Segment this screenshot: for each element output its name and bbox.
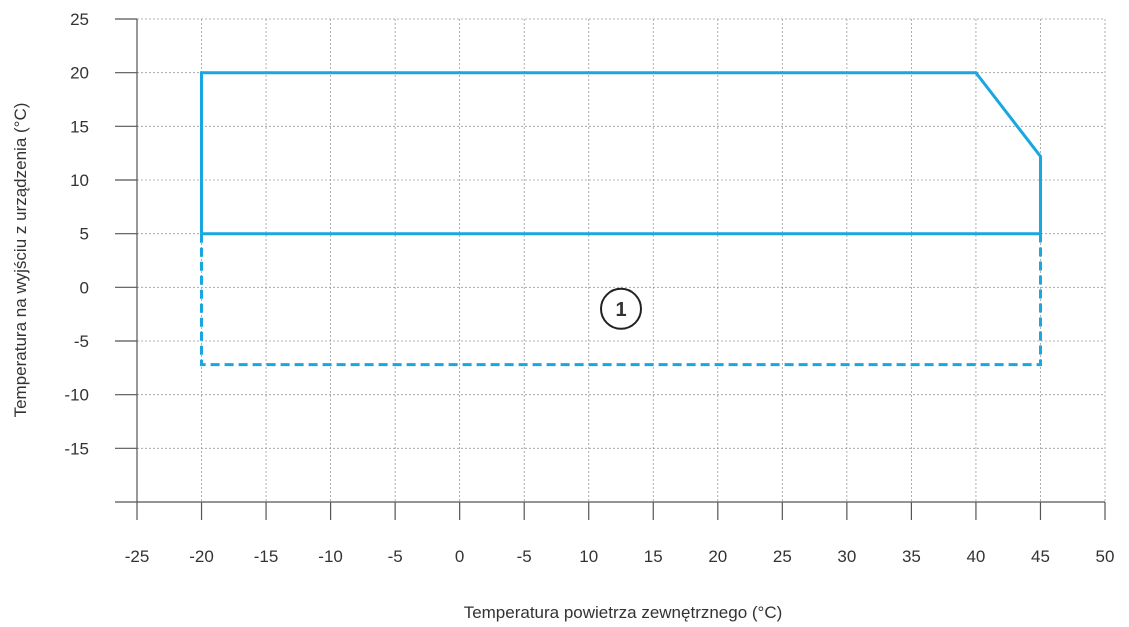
x-tick-label: -20 [189,547,214,566]
y-tick-label: 20 [70,64,89,83]
x-tick-label: 50 [1096,547,1115,566]
x-tick-label: 40 [966,547,985,566]
y-tick-label: 0 [80,278,89,297]
y-tick-label: 25 [70,10,89,29]
x-tick-label: 45 [1031,547,1050,566]
x-tick-label: -15 [254,547,279,566]
x-tick-label: 35 [902,547,921,566]
grid [137,18,1106,502]
x-axis-ticks: -25 -20 -15 -10 -5 0 -5 10 15 20 25 30 35 40 45 50 [125,502,1115,566]
x-tick-label: -25 [125,547,150,566]
y-tick-label: -5 [74,332,89,351]
series-group [200,71,1042,367]
y-axis-ticks: 25 20 15 10 5 0 -5 -10 -15 [64,10,137,503]
x-tick-label: -10 [318,547,343,566]
y-tick-label: 5 [80,225,89,244]
extended-range-line [200,233,1042,367]
x-tick-label: 10 [579,547,598,566]
y-tick-label: -10 [64,386,89,405]
x-tick-label: 25 [773,547,792,566]
x-tick-label: 15 [644,547,663,566]
y-axis-title: Temperatura na wyjściu z urządzenia (°C) [11,103,30,418]
axes [136,19,1105,503]
annotation-circle [600,287,642,330]
y-tick-label: 15 [70,117,89,136]
annotations: 1 [600,287,642,330]
x-tick-label: 20 [708,547,727,566]
x-axis-title: Temperatura powietrza zewnętrznego (°C) [464,603,783,622]
y-tick-label: -15 [64,439,89,458]
x-tick-label: -5 [388,547,403,566]
x-tick-label: -5 [517,547,532,566]
x-tick-label: 0 [455,547,464,566]
operating-range-line [200,71,1042,236]
annotation-label: 1 [615,299,626,321]
x-tick-label: 30 [837,547,856,566]
y-tick-label: 10 [70,171,89,190]
